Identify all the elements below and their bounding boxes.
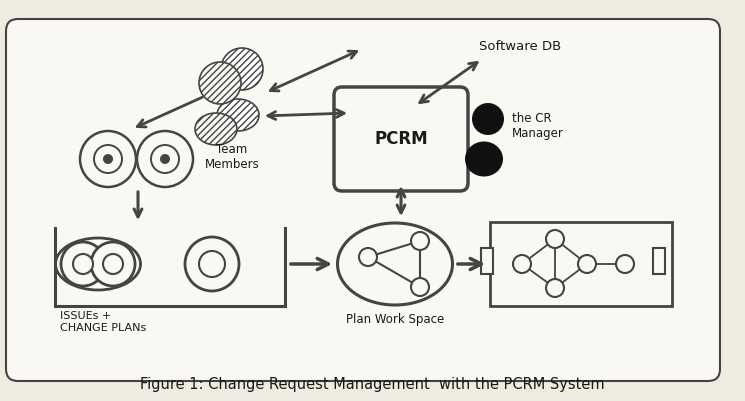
Bar [481, 248, 493, 274]
Text: Plan Work Space: Plan Work Space [346, 313, 444, 326]
Circle shape [61, 242, 105, 286]
Circle shape [103, 154, 113, 164]
Circle shape [185, 237, 239, 291]
Ellipse shape [195, 113, 237, 145]
Circle shape [359, 248, 377, 266]
Circle shape [80, 131, 136, 187]
Text: Software DB: Software DB [479, 40, 561, 53]
Ellipse shape [465, 142, 503, 176]
Ellipse shape [337, 223, 452, 305]
Circle shape [91, 242, 135, 286]
Circle shape [221, 48, 263, 90]
Text: PCRM: PCRM [374, 130, 428, 148]
Circle shape [137, 131, 193, 187]
Ellipse shape [217, 99, 259, 131]
Bar [653, 248, 665, 274]
Circle shape [546, 230, 564, 248]
Circle shape [94, 145, 122, 173]
Circle shape [103, 254, 123, 274]
Text: Figure 1: Change Request Management  with the PCRM System: Figure 1: Change Request Management with… [140, 377, 604, 393]
Circle shape [411, 232, 429, 250]
Circle shape [199, 62, 241, 104]
Circle shape [578, 255, 596, 273]
Circle shape [546, 279, 564, 297]
Circle shape [472, 103, 504, 135]
Text: Team
Members: Team Members [205, 143, 259, 171]
Circle shape [616, 255, 634, 273]
Circle shape [73, 254, 93, 274]
Circle shape [160, 154, 170, 164]
Circle shape [151, 145, 179, 173]
Circle shape [411, 278, 429, 296]
Circle shape [199, 251, 225, 277]
FancyBboxPatch shape [490, 222, 672, 306]
Text: ISSUEs +
CHANGE PLANs: ISSUEs + CHANGE PLANs [60, 311, 146, 332]
Text: the CR
Manager: the CR Manager [512, 112, 564, 140]
FancyBboxPatch shape [6, 19, 720, 381]
Circle shape [513, 255, 531, 273]
FancyBboxPatch shape [334, 87, 468, 191]
